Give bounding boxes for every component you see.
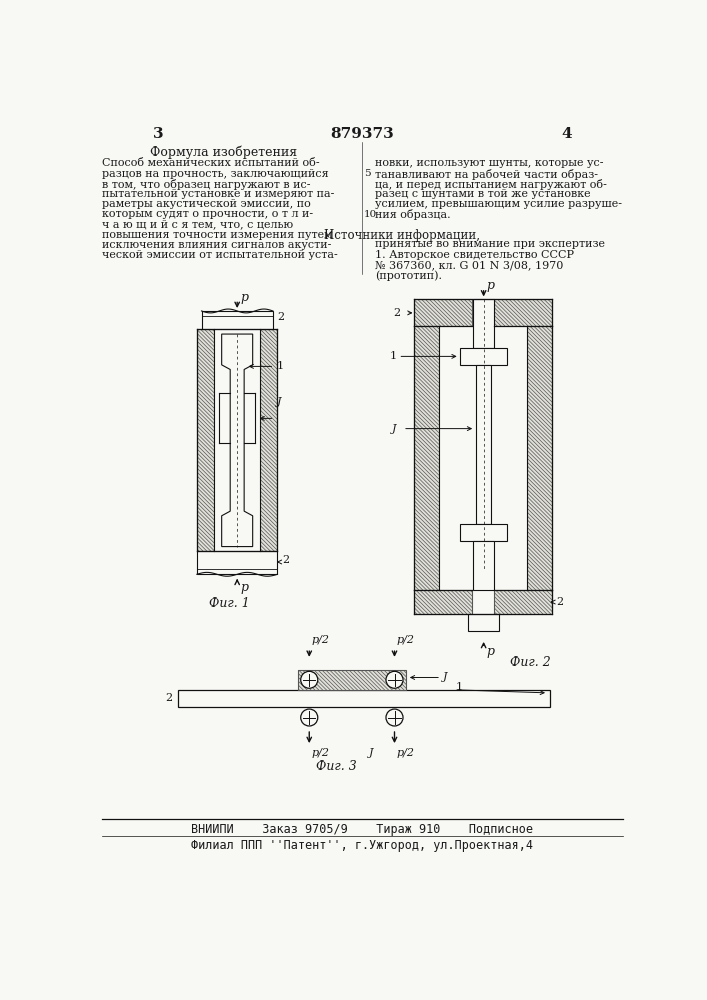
Text: новки, используют шунты, которые ус-: новки, используют шунты, которые ус-: [375, 158, 604, 168]
Bar: [197, 551, 277, 574]
Text: № 367360, кл. G 01 N 3/08, 1970: № 367360, кл. G 01 N 3/08, 1970: [375, 260, 563, 270]
Bar: [177, 690, 549, 707]
Circle shape: [300, 709, 317, 726]
Bar: [493, 590, 552, 614]
Text: в том, что образец нагружают в ис-: в том, что образец нагружают в ис-: [103, 179, 311, 190]
Text: p/2: p/2: [312, 748, 329, 758]
Text: 1: 1: [456, 682, 463, 692]
Bar: [414, 326, 438, 590]
Bar: [473, 299, 494, 348]
Text: Фиг. 1: Фиг. 1: [209, 597, 250, 610]
Bar: [260, 329, 277, 551]
Bar: [414, 590, 472, 614]
Text: ния образца.: ния образца.: [375, 209, 451, 220]
Text: принятые во внимание при экспертизе: принятые во внимание при экспертизе: [375, 239, 605, 249]
Bar: [414, 326, 438, 590]
Text: пытательной установке и измеряют па-: пытательной установке и измеряют па-: [103, 189, 334, 199]
Bar: [493, 590, 552, 614]
Text: разцов на прочность, заключающийся: разцов на прочность, заключающийся: [103, 169, 329, 179]
Text: которым судят о прочности, о т л и-: которым судят о прочности, о т л и-: [103, 209, 313, 219]
Text: повышения точности измерения путем: повышения точности измерения путем: [103, 230, 333, 240]
Text: 3: 3: [153, 127, 163, 141]
Circle shape: [386, 671, 403, 688]
Text: ч а ю щ и й с я тем, что, с целью: ч а ю щ и й с я тем, что, с целью: [103, 219, 293, 229]
Text: исключения влияния сигналов акусти-: исключения влияния сигналов акусти-: [103, 240, 332, 250]
Text: p: p: [486, 279, 495, 292]
Bar: [438, 326, 527, 590]
Bar: [197, 329, 214, 551]
Text: Фиг. 3: Фиг. 3: [316, 760, 357, 773]
Text: раметры акустической эмиссии, по: раметры акустической эмиссии, по: [103, 199, 311, 209]
Bar: [460, 524, 507, 541]
Text: 1: 1: [390, 351, 397, 361]
Text: усилием, превышающим усилие разруше-: усилием, превышающим усилие разруше-: [375, 199, 622, 209]
Text: 10: 10: [364, 210, 378, 219]
Polygon shape: [222, 334, 252, 547]
Text: J: J: [392, 424, 397, 434]
Text: 2: 2: [556, 597, 563, 607]
Bar: [201, 311, 273, 329]
Bar: [260, 329, 277, 551]
Bar: [468, 614, 499, 631]
Bar: [414, 299, 472, 326]
Bar: [414, 299, 472, 326]
Text: J: J: [369, 748, 373, 758]
Bar: [460, 348, 507, 365]
Text: Фиг. 2: Фиг. 2: [510, 656, 551, 669]
Text: (прототип).: (прототип).: [375, 270, 442, 281]
Text: Способ механических испытаний об-: Способ механических испытаний об-: [103, 158, 320, 168]
Text: p: p: [240, 291, 248, 304]
Text: Источники информации,: Источники информации,: [325, 229, 480, 242]
Text: J: J: [443, 672, 447, 682]
Bar: [476, 365, 491, 524]
Text: 5: 5: [364, 169, 371, 178]
Text: 2: 2: [277, 312, 285, 322]
Text: 1. Авторское свидетельство СССР: 1. Авторское свидетельство СССР: [375, 250, 574, 260]
Text: p/2: p/2: [397, 748, 415, 758]
Text: p/2: p/2: [312, 635, 329, 645]
Text: p/2: p/2: [397, 635, 415, 645]
Text: разец с шунтами в той же установке: разец с шунтами в той же установке: [375, 189, 591, 199]
Text: танавливают на рабочей части образ-: танавливают на рабочей части образ-: [375, 169, 598, 180]
Bar: [493, 299, 552, 326]
Text: 2: 2: [165, 693, 173, 703]
Text: ца, и перед испытанием нагружают об-: ца, и перед испытанием нагружают об-: [375, 179, 607, 190]
Text: 2: 2: [393, 308, 400, 318]
Circle shape: [386, 709, 403, 726]
Bar: [197, 329, 214, 551]
Bar: [493, 299, 552, 326]
Text: J: J: [276, 397, 281, 407]
Bar: [414, 590, 472, 614]
Text: Филиал ППП ''Патент'', г.Ужгород, ул.Проектная,4: Филиал ППП ''Патент'', г.Ужгород, ул.Про…: [191, 839, 533, 852]
Text: 2: 2: [282, 555, 289, 565]
Text: 1: 1: [276, 361, 284, 371]
Text: 879373: 879373: [330, 127, 394, 141]
Text: p: p: [240, 581, 248, 594]
Bar: [298, 670, 406, 690]
Bar: [473, 541, 494, 590]
Text: 4: 4: [561, 127, 572, 141]
Text: p: p: [486, 645, 495, 658]
Text: Формула изобретения: Формула изобретения: [151, 145, 298, 159]
Text: ВНИИПИ    Заказ 9705/9    Тираж 910    Подписное: ВНИИПИ Заказ 9705/9 Тираж 910 Подписное: [191, 823, 533, 836]
Bar: [214, 329, 260, 551]
Circle shape: [300, 671, 317, 688]
Bar: [298, 670, 406, 690]
Bar: [527, 326, 552, 590]
Bar: [527, 326, 552, 590]
Text: ческой эмиссии от испытательной уста-: ческой эмиссии от испытательной уста-: [103, 250, 338, 260]
